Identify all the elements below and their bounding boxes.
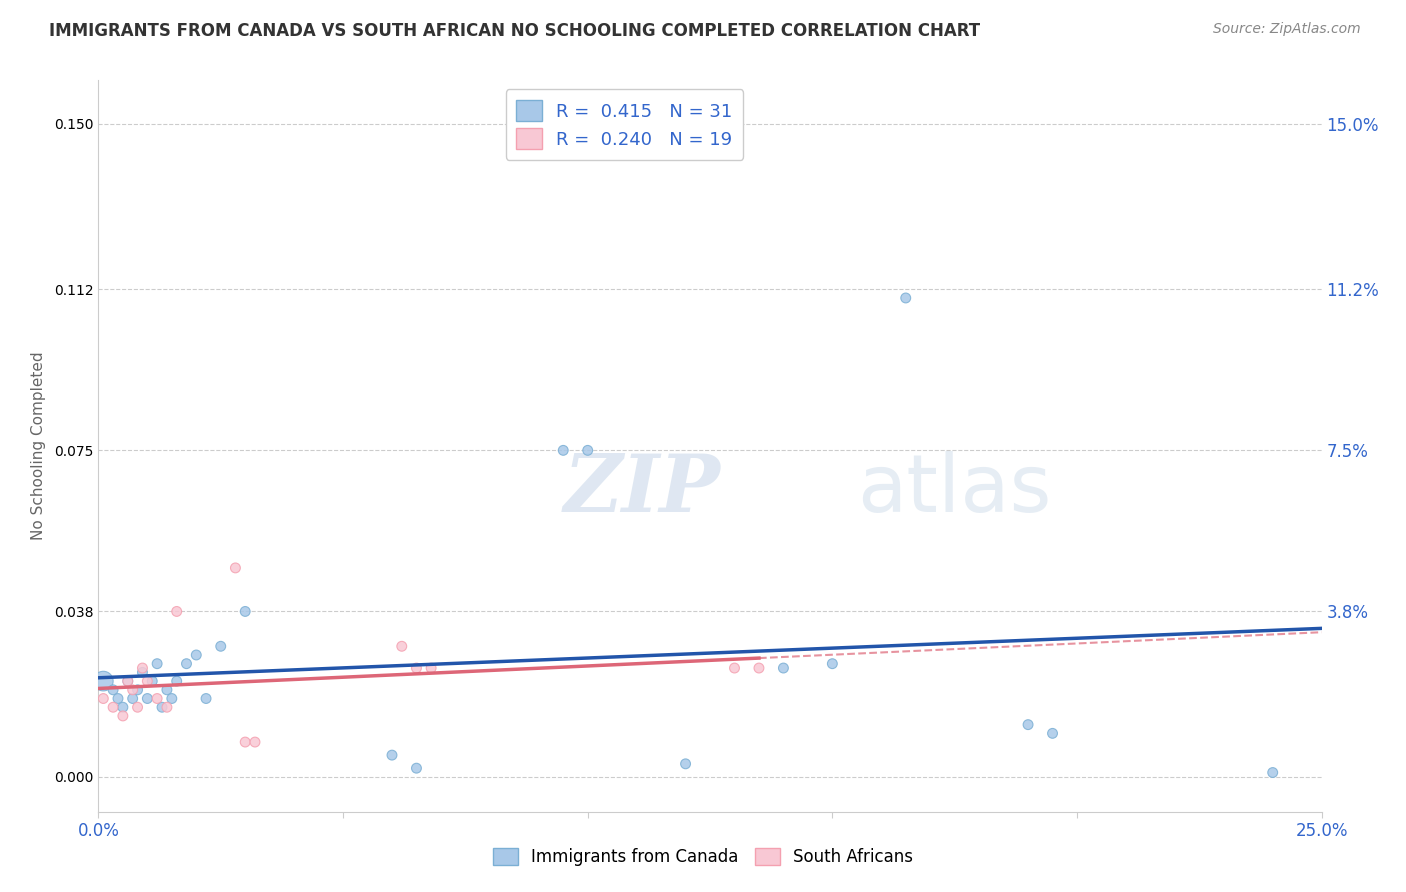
Point (141, 674, 163, 689)
Point (405, 761, 427, 775)
Point (166, 604, 188, 618)
Point (675, 756, 697, 771)
Point (243, 735, 266, 749)
Point (127, 682, 149, 697)
Point (1017, 717, 1039, 731)
Text: Source: ZipAtlas.com: Source: ZipAtlas.com (1213, 22, 1361, 37)
Point (111, 709, 134, 723)
Legend: R =  0.415   N = 31, R =  0.240   N = 19: R = 0.415 N = 31, R = 0.240 N = 19 (506, 89, 744, 160)
Point (224, 561, 246, 575)
Y-axis label: No Schooling Completed: No Schooling Completed (31, 351, 45, 541)
Point (121, 691, 143, 706)
Point (391, 640, 413, 654)
Point (723, 661, 745, 675)
Point (91, 674, 114, 689)
Point (821, 657, 844, 671)
Point (91, 691, 114, 706)
Point (420, 661, 443, 675)
Point (150, 700, 173, 714)
Point (894, 291, 917, 305)
Point (146, 691, 169, 706)
Point (131, 661, 153, 675)
Point (748, 661, 770, 675)
Point (233, 735, 256, 749)
Point (381, 748, 404, 763)
Point (160, 691, 183, 706)
Point (121, 682, 143, 697)
Point (166, 674, 188, 689)
Point (553, 443, 575, 458)
Point (101, 700, 124, 714)
Point (1261, 765, 1284, 780)
Point (136, 691, 159, 706)
Point (146, 657, 169, 671)
Point (405, 661, 427, 675)
Point (233, 604, 256, 618)
Point (111, 700, 134, 714)
Text: ZIP: ZIP (564, 451, 720, 529)
Text: IMMIGRANTS FROM CANADA VS SOUTH AFRICAN NO SCHOOLING COMPLETED CORRELATION CHART: IMMIGRANTS FROM CANADA VS SOUTH AFRICAN … (49, 22, 980, 40)
Point (1042, 726, 1064, 740)
Point (186, 648, 208, 662)
Point (209, 640, 232, 654)
Point (127, 700, 149, 714)
Point (117, 674, 139, 689)
Point (136, 674, 159, 689)
Point (195, 691, 218, 706)
Point (156, 682, 179, 697)
Point (131, 665, 153, 680)
Point (772, 661, 794, 675)
Point (117, 674, 139, 689)
Text: atlas: atlas (856, 450, 1052, 529)
Point (101, 682, 124, 697)
Point (576, 443, 599, 458)
Point (156, 700, 179, 714)
Legend: Immigrants from Canada, South Africans: Immigrants from Canada, South Africans (484, 840, 922, 875)
Point (107, 691, 129, 706)
Point (176, 657, 198, 671)
